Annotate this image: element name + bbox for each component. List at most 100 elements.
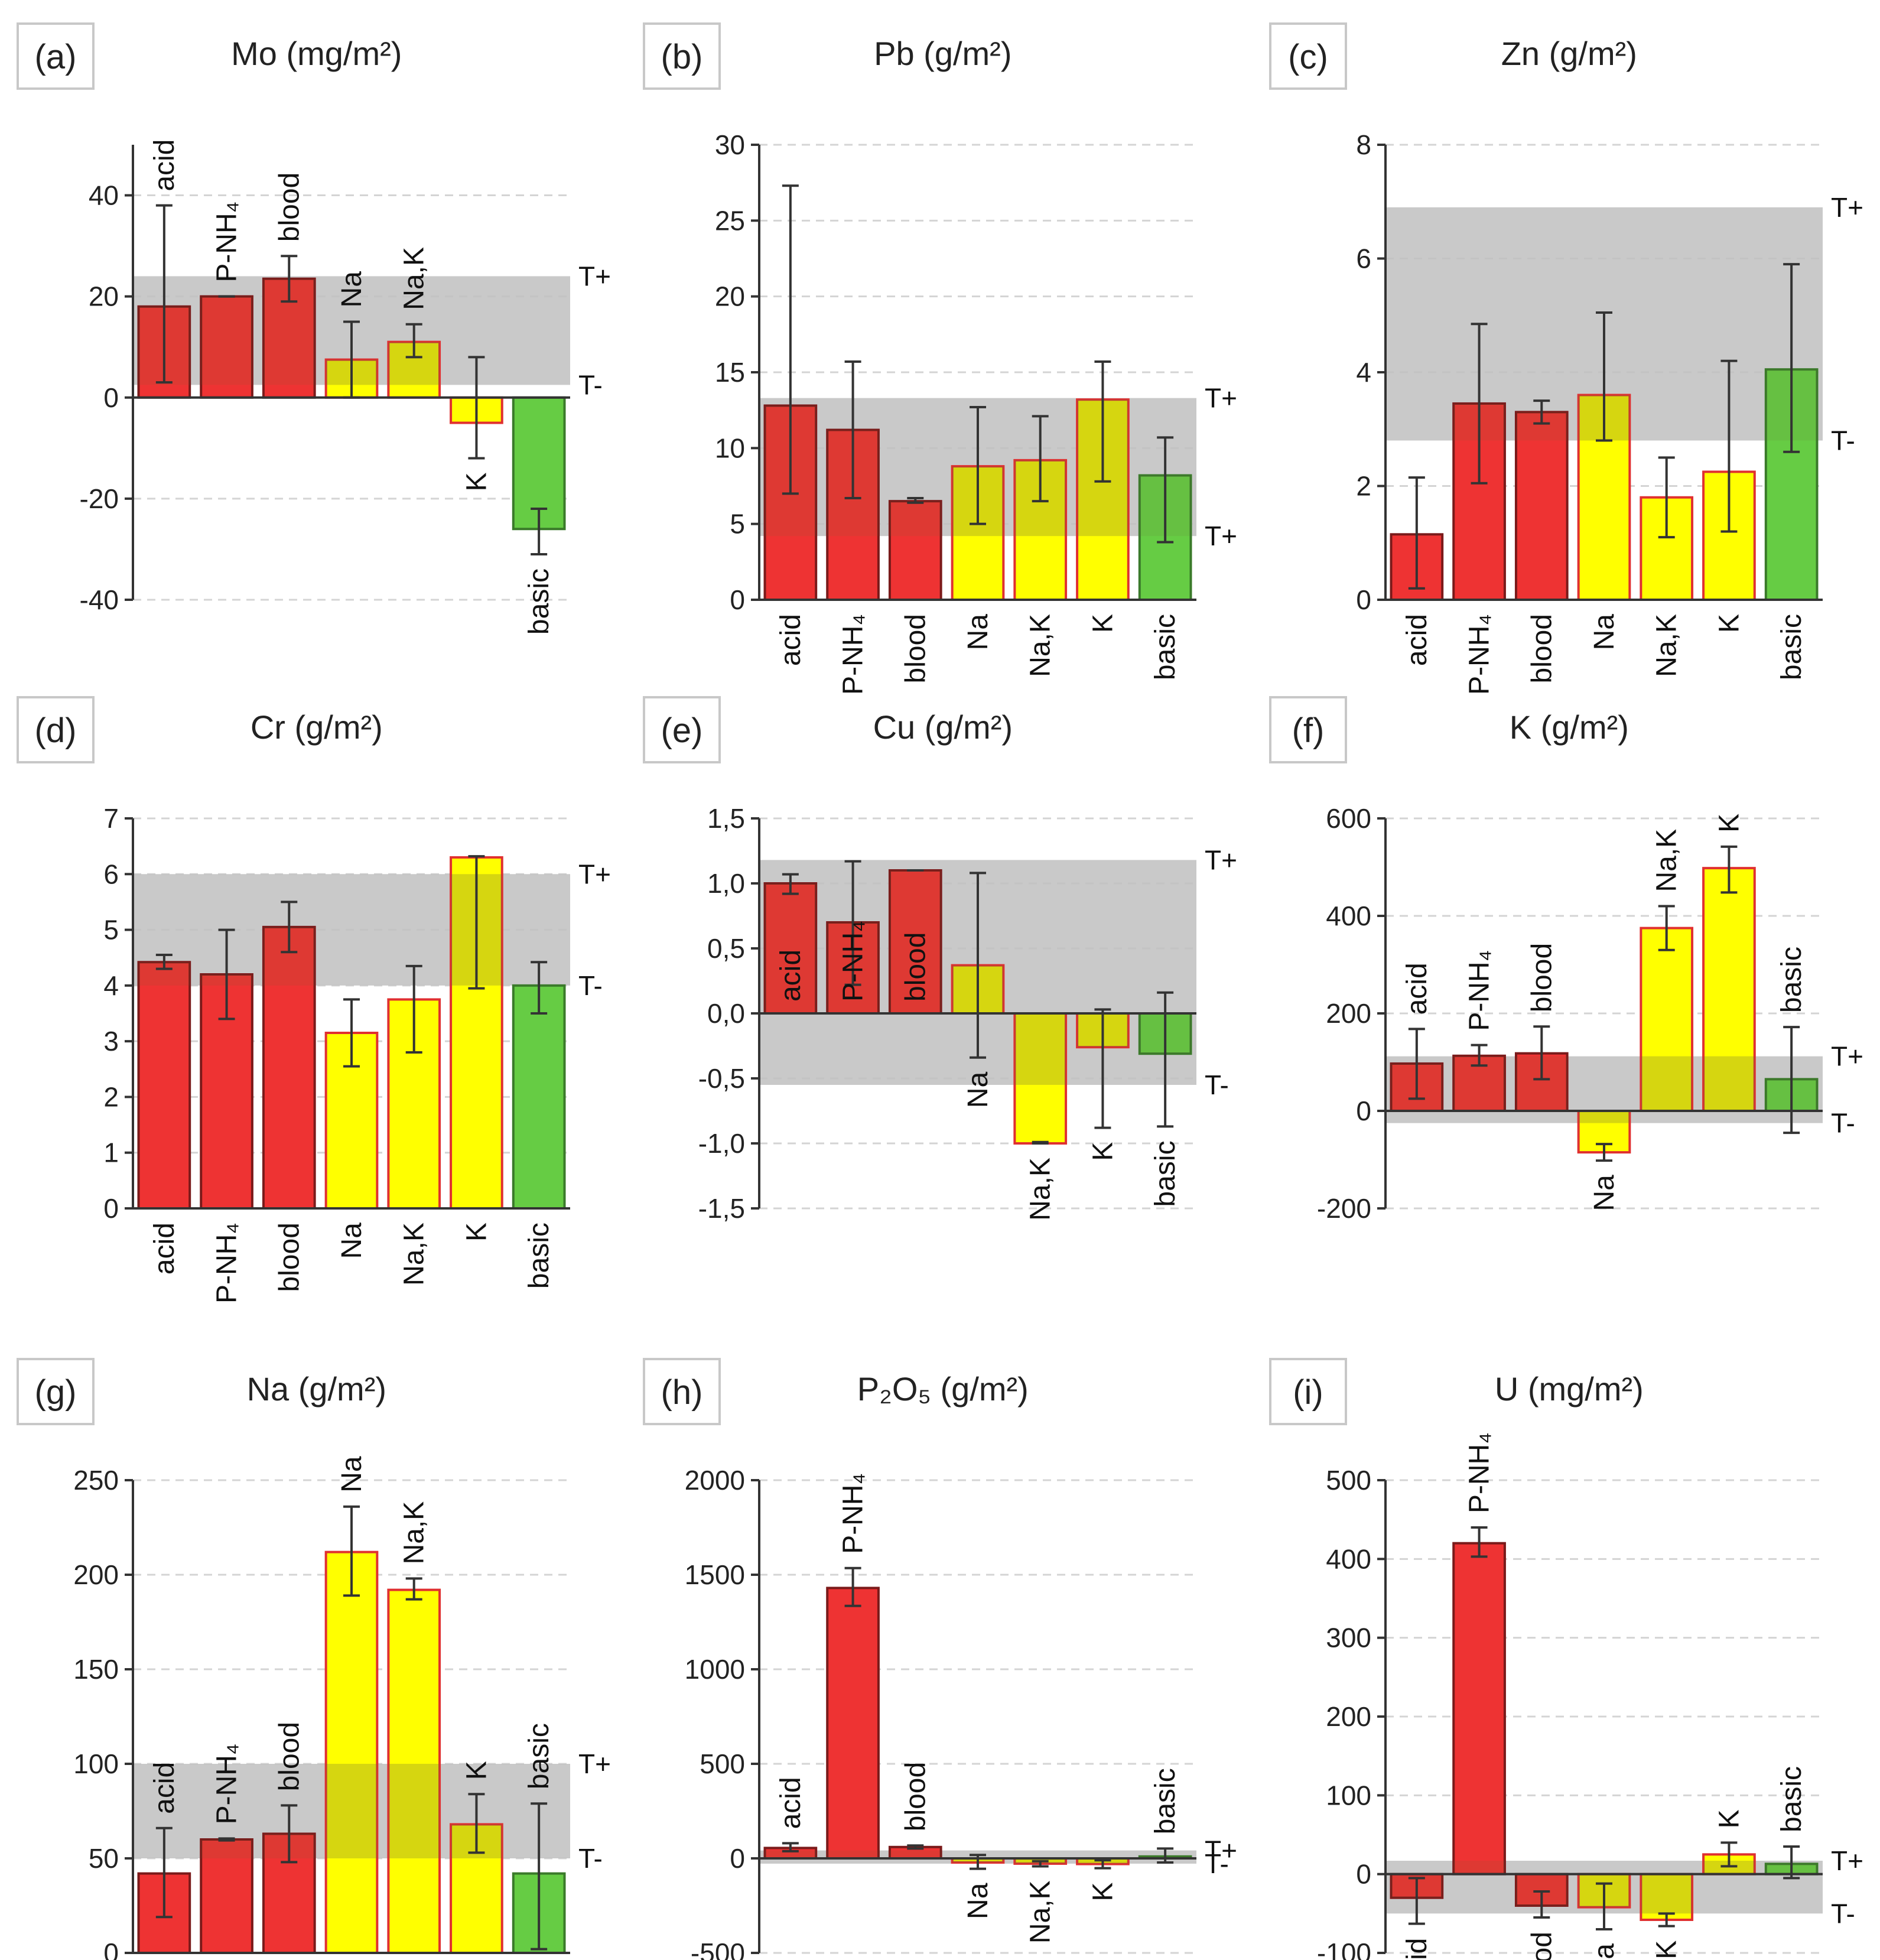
bar-band-overlay (201, 1839, 252, 1858)
category-label: blood (900, 614, 931, 683)
threshold-plus-label: T+ (1831, 192, 1863, 223)
y-tick-label: 20 (89, 281, 119, 312)
panel-label-box (643, 696, 721, 763)
category-label: Na (1589, 1175, 1620, 1211)
category-label: blood (1526, 614, 1557, 683)
category-label: basic (523, 568, 555, 635)
bar (137, 961, 191, 1210)
category-label: Na,K (399, 247, 430, 310)
y-tick-label: 1,0 (707, 868, 745, 899)
y-tick-label: 4 (1356, 357, 1371, 388)
category-label: blood (274, 1722, 305, 1791)
bar (387, 1588, 441, 1955)
category-label: Na (336, 1223, 367, 1259)
panel-label: (i) (1293, 1373, 1323, 1412)
y-tick-label: 0 (103, 382, 119, 413)
panel-label: (b) (661, 38, 703, 76)
y-tick-label: 200 (1326, 998, 1371, 1029)
y-tick-label: 0 (103, 1938, 119, 1960)
threshold-minus-label: T- (578, 1843, 603, 1874)
category-label: acid (1401, 963, 1433, 1015)
bar-band-overlay (889, 870, 941, 1013)
y-tick-label: 0 (1356, 1096, 1371, 1126)
bar-band-overlay (1578, 1111, 1630, 1123)
category-label: basic (1776, 614, 1807, 680)
bar-band-overlay (1453, 1861, 1505, 1874)
panel-label-box (643, 1358, 721, 1425)
category-label: acid (1401, 1938, 1433, 1960)
category-label: acid (775, 614, 806, 666)
y-tick-label: 100 (1326, 1780, 1371, 1811)
panel-label-box (17, 22, 95, 90)
category-label: Na,K (1025, 1158, 1056, 1221)
category-label: Na,K (1025, 614, 1056, 677)
bar-band-overlay (1641, 1874, 1693, 1914)
threshold-minus-label: T- (1831, 1108, 1855, 1139)
bar-band-overlay (1014, 1013, 1066, 1085)
chart-panel: (f) K (g/m²) T+ T- -200 0 200 400 600 acid P-NH₄ bl… (1269, 696, 1863, 1224)
category-label: P-NH₄ (1464, 614, 1495, 695)
category-label: blood (274, 173, 305, 242)
chart-panel: (d) Cr (g/m²) T+ T- 0 1 2 3 4 5 6 7 acid P-NH₄ blood Na… (17, 696, 611, 1304)
threshold-plus-label: T+ (578, 1748, 611, 1779)
category-label: basic (1150, 1768, 1181, 1834)
category-label: blood (1526, 943, 1557, 1012)
y-tick-label: 0 (103, 1193, 119, 1224)
chart-title: P₂O₅ (g/m²) (857, 1370, 1029, 1408)
chart-panel: (a) Mo (mg/m²) T+ T- -40 -20 0 20 40 acid P-NH₄ blo… (17, 22, 611, 635)
y-tick-label: 200 (1326, 1701, 1371, 1732)
threshold-plus-label: T+ (1205, 1835, 1237, 1866)
chart-panel: (b) Pb (g/m²) T+ T+ 0 5 10 15 20 25 30 acid P-NH₄ blo… (643, 22, 1237, 695)
bar (826, 1587, 880, 1860)
category-label: Na (962, 1071, 994, 1108)
y-tick-label: 25 (715, 205, 745, 236)
panel-label: (a) (35, 38, 77, 76)
bar-band-overlay (827, 1850, 879, 1858)
y-tick-label: 4 (103, 970, 119, 1001)
bar-band-overlay (765, 1850, 817, 1858)
y-tick-label: 300 (1326, 1623, 1371, 1653)
bar (1514, 411, 1569, 601)
category-label: K (1087, 1142, 1118, 1161)
category-label: P-NH₄ (838, 1473, 869, 1554)
chart-title: Mo (mg/m²) (231, 35, 402, 72)
chart-panel: (c) Zn (g/m²) T+ T- 0 2 4 6 8 acid P-NH₄ blood Na Na,… (1269, 22, 1863, 695)
y-tick-label: 1 (103, 1137, 119, 1168)
y-tick-label: -20 (80, 483, 119, 514)
panel-label: (e) (661, 711, 703, 750)
bar (324, 1551, 379, 1955)
y-tick-label: 0,0 (707, 998, 745, 1029)
category-label: Na,K (1651, 829, 1683, 892)
threshold-plus-label: T+ (1205, 844, 1237, 875)
y-tick-label: 5 (730, 509, 745, 539)
threshold-plus-label: T+ (1831, 1845, 1863, 1876)
chart-title: Pb (g/m²) (874, 35, 1011, 72)
y-tick-label: 1000 (685, 1654, 745, 1685)
bar (262, 925, 316, 1210)
bar (1013, 1012, 1068, 1145)
category-label: K (1087, 1883, 1118, 1902)
category-label: P-NH₄ (838, 921, 869, 1002)
y-tick-label: 50 (89, 1843, 119, 1874)
category-label: P-NH₄ (838, 614, 869, 695)
y-tick-label: 10 (715, 433, 745, 463)
category-label: basic (523, 1223, 555, 1289)
threshold-band (133, 874, 570, 986)
panel-label: (f) (1292, 711, 1325, 750)
category-label: basic (1776, 1766, 1807, 1832)
y-tick-label: 1500 (685, 1559, 745, 1590)
y-tick-label: -1,5 (698, 1193, 745, 1224)
bar (1640, 1873, 1694, 1922)
panel-label-box (17, 696, 95, 763)
y-tick-label: 100 (73, 1748, 119, 1779)
y-tick-label: 250 (73, 1465, 119, 1496)
y-tick-label: 500 (700, 1748, 745, 1779)
chart-panel: (e) Cu (g/m²) T+ T- -1,5 -1,0 -0,5 0,0 0,5 1,0 1,5… (643, 696, 1237, 1224)
threshold-minus-label: T- (578, 369, 603, 400)
category-label: K (1087, 614, 1118, 633)
threshold-minus-label: T- (1205, 1848, 1229, 1879)
bar-band-overlay (1703, 1861, 1755, 1874)
category-label: P-NH₄ (212, 1223, 243, 1304)
chart-title: K (g/m²) (1510, 708, 1629, 746)
bar-band-overlay (765, 883, 817, 1013)
